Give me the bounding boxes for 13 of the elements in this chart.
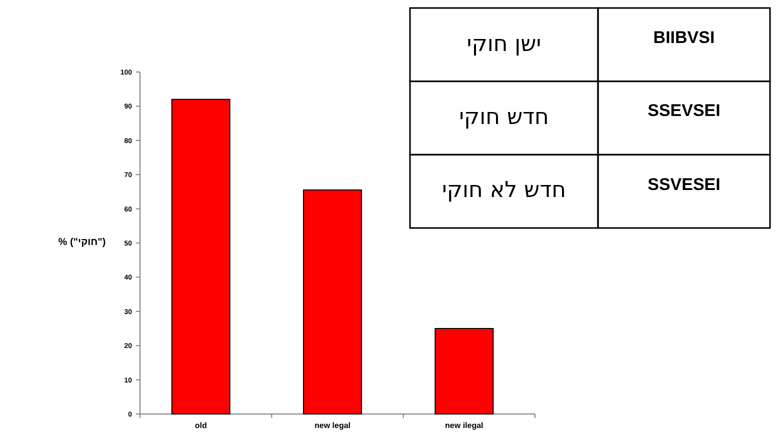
annotation: חדש חוקי <box>459 104 549 132</box>
text: SSEVSEI <box>598 81 770 155</box>
x-tick-label: new legal <box>314 421 351 430</box>
y-axis-title: % ("חוקי") <box>58 237 106 248</box>
bar <box>303 189 362 414</box>
text: SSVESEI <box>598 154 770 228</box>
text: ישן חוקי <box>466 30 542 59</box>
x-tick-label: old <box>194 421 207 430</box>
bar <box>434 328 494 414</box>
x-tick-label: new ilegal <box>445 421 484 430</box>
text: BIIBVSI <box>598 8 770 82</box>
annotation: חדש לא חוקי <box>442 177 566 206</box>
bar <box>171 98 230 414</box>
